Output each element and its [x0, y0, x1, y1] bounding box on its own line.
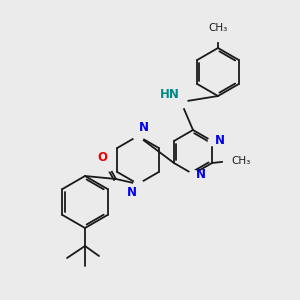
Text: N: N: [127, 186, 137, 199]
Text: O: O: [97, 151, 107, 164]
Text: CH₃: CH₃: [231, 156, 250, 166]
Text: HN: HN: [160, 88, 180, 101]
Text: N: N: [139, 121, 149, 134]
Text: N: N: [196, 169, 206, 182]
Text: N: N: [215, 134, 225, 146]
Text: CH₃: CH₃: [208, 23, 228, 33]
